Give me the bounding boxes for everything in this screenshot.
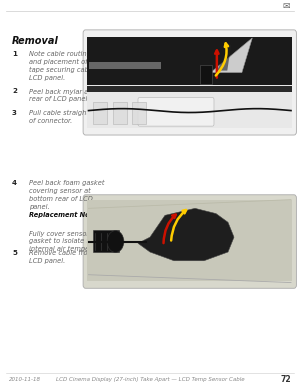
Text: Pull cable straight out
of connector.: Pull cable straight out of connector. bbox=[29, 110, 102, 124]
FancyBboxPatch shape bbox=[83, 30, 296, 135]
FancyBboxPatch shape bbox=[138, 97, 214, 126]
Text: 2: 2 bbox=[12, 88, 17, 94]
Text: 3: 3 bbox=[12, 110, 17, 116]
FancyBboxPatch shape bbox=[88, 62, 161, 69]
Polygon shape bbox=[211, 38, 252, 73]
Text: Peel back mylar at top
rear of LCD panel.: Peel back mylar at top rear of LCD panel… bbox=[29, 88, 104, 102]
FancyBboxPatch shape bbox=[83, 195, 296, 288]
Bar bbox=[87, 37, 292, 90]
FancyBboxPatch shape bbox=[112, 102, 127, 124]
Circle shape bbox=[107, 230, 124, 253]
Text: Remove cable from
LCD panel.: Remove cable from LCD panel. bbox=[29, 250, 94, 263]
Text: ✉: ✉ bbox=[283, 2, 290, 12]
Text: Note cable routing
and placement of
tape securing cable to
LCD panel.: Note cable routing and placement of tape… bbox=[29, 51, 104, 81]
Text: 2010-11-18: 2010-11-18 bbox=[9, 377, 41, 382]
Text: 1: 1 bbox=[12, 51, 17, 57]
Bar bbox=[87, 85, 292, 128]
Text: Replacement Note:: Replacement Note: bbox=[29, 212, 100, 218]
FancyBboxPatch shape bbox=[132, 102, 146, 124]
Bar bbox=[200, 65, 212, 85]
Text: Peel back foam gasket
covering sensor at
bottom rear of LCD
panel.: Peel back foam gasket covering sensor at… bbox=[29, 180, 105, 210]
Bar bbox=[93, 230, 118, 252]
FancyBboxPatch shape bbox=[93, 102, 107, 124]
Text: Fully cover sensor with
gasket to isolate from
internal air temperature.: Fully cover sensor with gasket to isolat… bbox=[29, 230, 112, 252]
Polygon shape bbox=[217, 43, 232, 71]
Text: LCD Cinema Display (27-inch) Take Apart — LCD Temp Sensor Cable: LCD Cinema Display (27-inch) Take Apart … bbox=[56, 377, 244, 382]
Text: Removal: Removal bbox=[12, 36, 59, 46]
Text: 5: 5 bbox=[12, 250, 17, 256]
Bar bbox=[87, 87, 292, 92]
Bar bbox=[87, 200, 292, 281]
Polygon shape bbox=[138, 208, 234, 261]
Text: 72: 72 bbox=[280, 375, 291, 384]
Text: 4: 4 bbox=[12, 180, 17, 186]
